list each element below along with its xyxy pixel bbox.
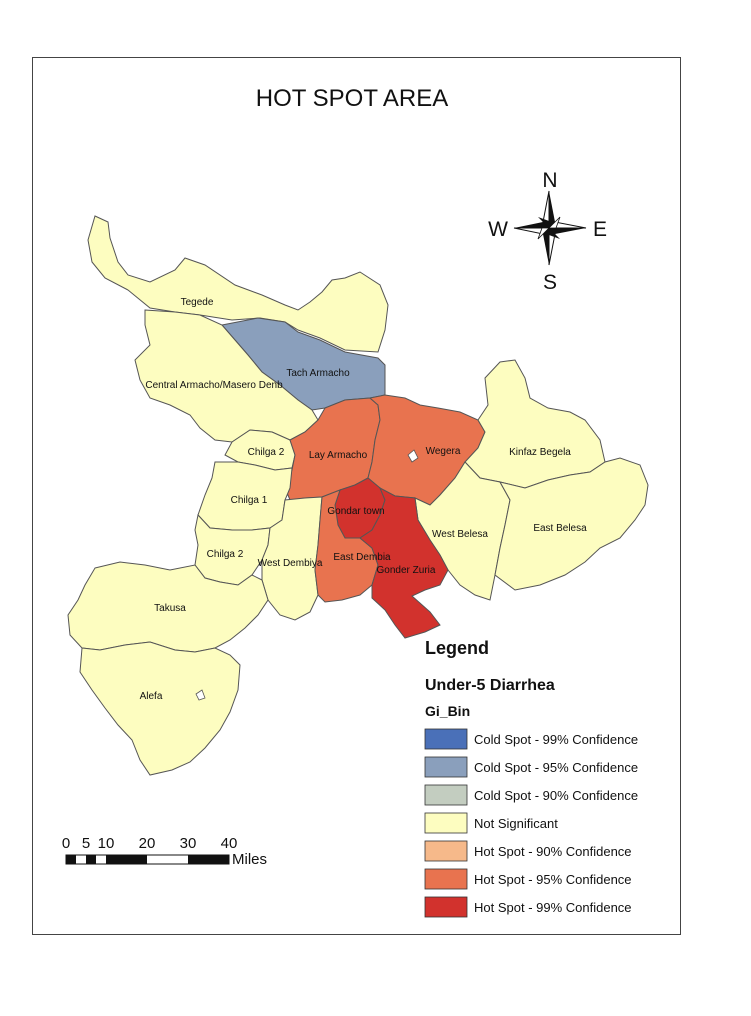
compass-south-label: S — [543, 271, 557, 294]
label-west-dembiya: West Dembiya — [258, 558, 323, 569]
scale-tick-label: 5 — [82, 835, 90, 852]
label-tach-armacho: Tach Armacho — [286, 368, 350, 379]
label-lay-armacho: Lay Armacho — [309, 450, 368, 461]
legend-item-label: Cold Spot - 99% Confidence — [474, 732, 638, 747]
scale-segment — [188, 855, 229, 864]
legend-subtitle: Under-5 Diarrhea — [425, 677, 555, 694]
label-kinfaz-begela: Kinfaz Begela — [509, 447, 571, 458]
compass-east-label: E — [593, 218, 607, 241]
scale-tick-label: 30 — [180, 835, 197, 852]
scale-tick-label: 20 — [139, 835, 156, 852]
legend-item-label: Hot Spot - 90% Confidence — [474, 844, 632, 859]
label-chilga-2-upper: Chilga 2 — [248, 447, 285, 458]
label-chilga-2-lower: Chilga 2 — [207, 549, 244, 560]
region-kinfaz-begela[interactable] — [464, 359, 606, 489]
legend-item-label: Hot Spot - 99% Confidence — [474, 900, 632, 915]
scale-segment — [66, 855, 76, 864]
label-gonder-zuria: Gonder Zuria — [377, 565, 436, 576]
legend-swatch — [424, 756, 468, 778]
label-east-dembia: East Dembia — [333, 552, 391, 563]
label-central-armacho: Central Armacho/Masero Denb — [145, 380, 283, 391]
scale-segment — [86, 855, 96, 864]
legend-title: Legend — [425, 638, 489, 658]
label-wegera: Wegera — [426, 446, 461, 457]
region-takusa[interactable] — [67, 561, 269, 653]
legend-items: Cold Spot - 99% Confidence Cold Spot - 95… — [424, 728, 638, 918]
scale-tick-label: 0 — [62, 835, 70, 852]
legend-item-label: Hot Spot - 95% Confidence — [474, 872, 632, 887]
region-east-belesa[interactable] — [494, 457, 649, 591]
label-alefa: Alefa — [140, 691, 163, 702]
label-tegede: Tegede — [181, 297, 214, 308]
legend-swatch — [424, 728, 468, 750]
scale-tick-label: 10 — [98, 835, 115, 852]
label-west-belesa: West Belesa — [432, 529, 488, 540]
legend-item-label: Cold Spot - 90% Confidence — [474, 788, 638, 803]
label-gondar-town: Gondar town — [327, 506, 384, 517]
legend-swatch — [424, 784, 468, 806]
legend-item-label: Not Significant — [474, 816, 558, 831]
map-regions — [67, 215, 649, 776]
label-chilga-1: Chilga 1 — [231, 495, 268, 506]
scale-bar: 0 5 10 20 30 40 Miles — [62, 835, 267, 868]
legend: Legend Under-5 Diarrhea Gi_Bin Cold Spot… — [424, 638, 638, 918]
scale-segment — [106, 855, 147, 864]
label-east-belesa: East Belesa — [533, 523, 587, 534]
region-gonder-zuria[interactable] — [359, 486, 449, 639]
scale-unit-label: Miles — [232, 851, 267, 868]
region-labels: Tegede Tach Armacho Central Armacho/Mase… — [140, 297, 588, 702]
compass-west-label: W — [488, 218, 508, 241]
legend-swatch — [424, 896, 468, 918]
north-arrow-icon — [513, 190, 587, 266]
map-title: HOT SPOT AREA — [256, 85, 449, 112]
legend-item-label: Cold Spot - 95% Confidence — [474, 760, 638, 775]
compass-north-label: N — [542, 169, 557, 192]
legend-swatch — [424, 868, 468, 890]
legend-swatch — [424, 812, 468, 834]
label-takusa: Takusa — [154, 603, 186, 614]
legend-swatch — [424, 840, 468, 862]
legend-field-name: Gi_Bin — [425, 703, 470, 719]
scale-tick-label: 40 — [221, 835, 238, 852]
region-alefa[interactable] — [79, 641, 241, 776]
